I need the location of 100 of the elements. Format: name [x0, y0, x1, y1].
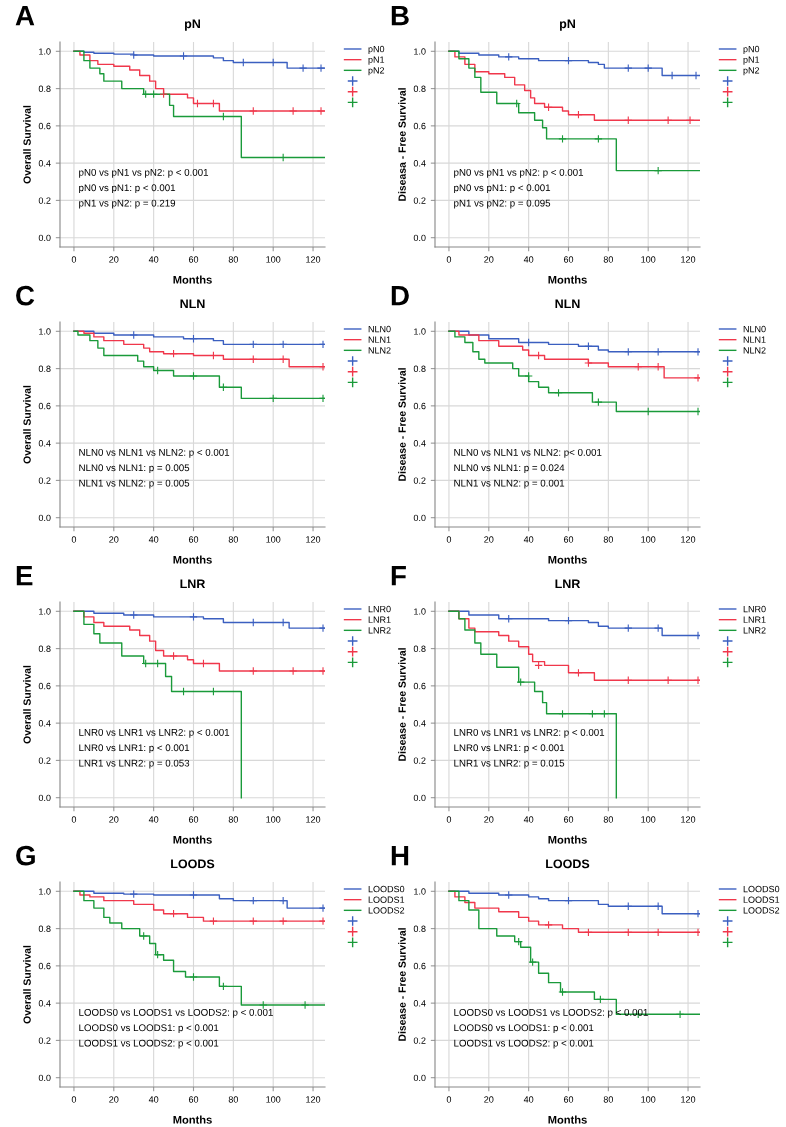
point	[249, 666, 258, 676]
point	[139, 931, 148, 941]
x-tick-label: 60	[563, 256, 574, 263]
x-tick-label: 40	[523, 816, 534, 823]
legend-label: NLN0	[743, 325, 766, 333]
x-tick-label: 100	[266, 1096, 281, 1103]
legend-label: LOODS0	[743, 885, 780, 893]
annotation: LOODS0 vs LOODS1 vs LOODS2: p < 0.001	[79, 1008, 273, 1018]
chart-title: pN	[184, 19, 200, 31]
text: F	[391, 566, 406, 586]
x-tick-label: 100	[641, 1096, 656, 1103]
x-axis-title: Months	[173, 275, 212, 284]
x-tick-label: 0	[71, 536, 77, 543]
y-axis-title: Overall Survival	[23, 665, 31, 744]
legend-label: NLN2	[743, 347, 766, 354]
x-tick-label: 80	[228, 256, 239, 263]
x-axis-title: Months	[548, 555, 587, 564]
y-tick-label: 0.2	[413, 197, 426, 204]
x-tick-label: 40	[148, 536, 159, 543]
x-tick-label: 80	[228, 536, 239, 543]
legend-label: pN2	[368, 67, 385, 76]
y-tick-label: 0.0	[38, 514, 51, 522]
y-tick-label: 1.0	[39, 888, 51, 895]
point	[298, 63, 308, 73]
x-tick-label: 100	[641, 536, 656, 543]
y-tick-label: 1.0	[414, 48, 426, 55]
x-tick-label: 80	[603, 1096, 614, 1103]
point	[318, 362, 325, 371]
annotation: pN0 vs pN1: p < 0.001	[454, 184, 551, 194]
y-tick-label: 0.8	[413, 645, 426, 652]
y-tick-label: 0.8	[38, 365, 51, 372]
point	[129, 610, 138, 620]
y-tick-label: 0.8	[413, 925, 426, 932]
y-tick-label: 0.4	[413, 440, 426, 447]
y-tick-label: 0.6	[38, 682, 51, 690]
legend-label: LOODS2	[743, 907, 780, 914]
x-tick-label: 120	[306, 256, 321, 263]
point	[318, 666, 325, 676]
y-axis-title: Disease - Free Survival	[398, 648, 406, 761]
point	[318, 340, 325, 349]
x-tick-label: 100	[266, 256, 281, 263]
x-tick-label: 20	[109, 1096, 119, 1103]
y-tick-label: 1.0	[414, 328, 426, 335]
x-axis-title: Months	[173, 555, 212, 564]
point	[249, 106, 258, 116]
x-tick-label: 40	[148, 1096, 159, 1103]
text: G	[16, 845, 35, 866]
y-tick-label: 0.2	[38, 477, 51, 484]
legend-label: LNR2	[743, 627, 766, 634]
x-tick-label: 60	[188, 256, 199, 263]
x-tick-label: 60	[188, 816, 199, 823]
x-tick-label: 20	[484, 536, 494, 543]
y-axis-title: Overall Survival	[23, 945, 31, 1024]
y-tick-label: 0.4	[413, 1000, 426, 1007]
annotation: NLN1 vs NLN2: p = 0.005	[79, 479, 190, 489]
legend-label: NLN1	[368, 336, 391, 343]
x-axis-title: Months	[548, 835, 587, 844]
text: H	[391, 846, 409, 866]
y-axis-title: Disease - Free Survival	[398, 928, 406, 1041]
x-tick-label: 40	[523, 536, 534, 543]
annotation: pN0 vs pN1 vs pN2: p < 0.001	[79, 168, 209, 178]
x-tick-label: 80	[603, 536, 614, 543]
chart-title: LOODS	[546, 859, 590, 869]
annotation: LOODS1 vs LOODS2: p < 0.001	[79, 1039, 219, 1049]
legend-label: pN1	[368, 56, 385, 65]
chart-title: pN	[559, 19, 575, 31]
legend-label: LOODS1	[743, 896, 780, 903]
x-tick-label: 100	[266, 536, 281, 543]
legend-label: LNR1	[368, 616, 391, 623]
y-tick-label: 0.0	[38, 794, 51, 802]
y-tick-label: 0.8	[413, 365, 426, 372]
annotation: NLN1 vs NLN2: p = 0.001	[454, 479, 565, 489]
legend-label: NLN2	[368, 347, 391, 354]
y-tick-label: 0.8	[38, 85, 51, 92]
point	[318, 903, 325, 913]
y-tick-label: 0.0	[413, 794, 426, 802]
legend-label: NLN0	[368, 325, 391, 333]
annotation: pN0 vs pN1: p < 0.001	[79, 184, 176, 194]
y-tick-label: 0.4	[38, 440, 51, 447]
x-tick-label: 120	[681, 256, 696, 263]
y-tick-label: 1.0	[39, 48, 51, 55]
annotation: LOODS1 vs LOODS2: p < 0.001	[454, 1039, 594, 1049]
legend-label: LOODS2	[368, 907, 405, 914]
x-tick-label: 120	[681, 816, 696, 823]
y-tick-label: 0.4	[38, 160, 51, 167]
y-tick-label: 0.6	[413, 402, 426, 410]
point	[685, 116, 695, 125]
chart-title: NLN	[180, 299, 205, 309]
annotation: pN1 vs pN2: p = 0.095	[454, 199, 551, 209]
x-tick-label: 0	[71, 256, 77, 263]
x-tick-label: 120	[681, 1096, 696, 1103]
annotation: LNR1 vs LNR2: p = 0.053	[79, 759, 190, 769]
x-tick-label: 20	[109, 816, 119, 823]
y-tick-label: 0.4	[413, 720, 426, 727]
annotation: NLN0 vs NLN1 vs NLN2: p< 0.001	[454, 448, 602, 458]
y-tick-label: 0.6	[38, 962, 51, 970]
legend-label: LNR0	[368, 605, 391, 613]
y-tick-label: 0.0	[413, 514, 426, 522]
legend-label: pN2	[743, 67, 760, 76]
point	[558, 987, 567, 997]
